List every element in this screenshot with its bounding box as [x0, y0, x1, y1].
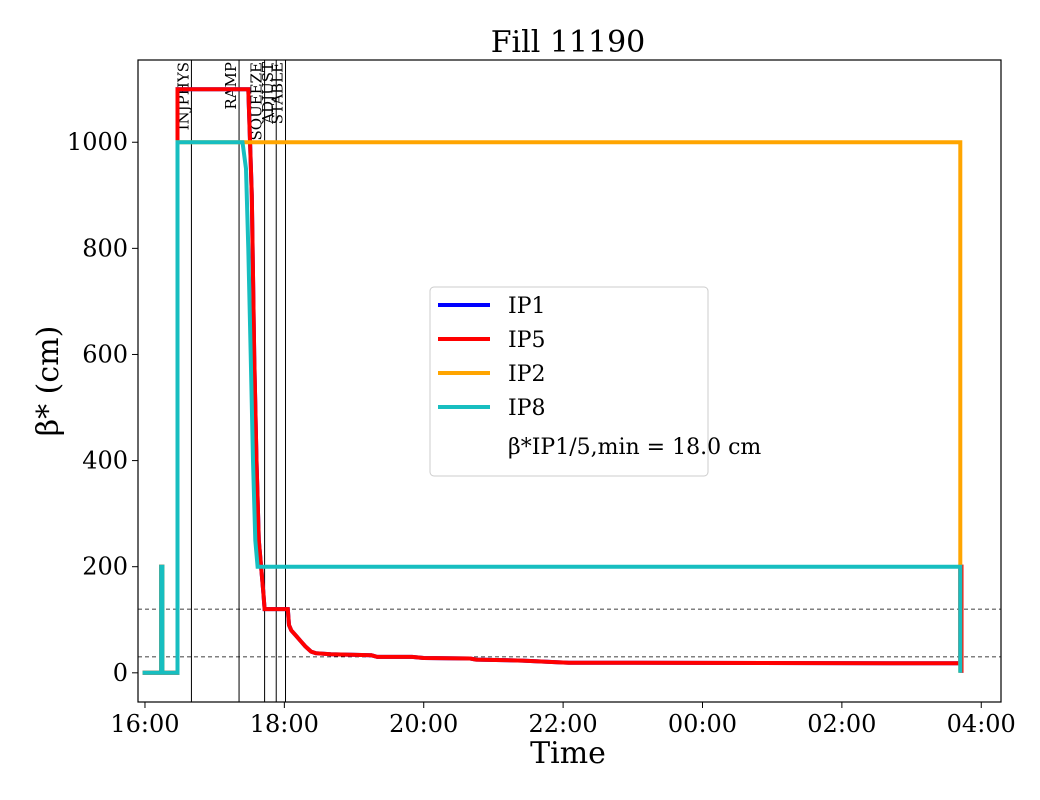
series-line-ip8: [142, 140, 963, 675]
beam-mode-label: RAMP: [222, 62, 240, 110]
y-tick-label: 400: [82, 447, 128, 475]
reference-lines: [138, 608, 1001, 658]
series-line-ip5: [142, 87, 964, 675]
y-tick-label: 0: [113, 659, 128, 687]
legend-label-ip5: IP5: [508, 328, 546, 353]
series-lines: [142, 87, 964, 675]
beam-mode-label: STABLE: [269, 62, 287, 124]
beam-mode-label: ADJUST: [259, 62, 277, 125]
x-tick-label: 04:00: [947, 710, 1016, 738]
legend-box: [429, 286, 709, 477]
beam-mode-label: SQUEEZE: [248, 62, 266, 141]
x-tick-label: 20:00: [389, 710, 458, 738]
y-tick-label: 200: [82, 553, 128, 581]
y-tick-label: 1000: [67, 128, 128, 156]
chart-title: Fill 11190: [491, 25, 646, 60]
x-tick-label: 16:00: [110, 710, 179, 738]
legend-label-ip8: IP8: [508, 396, 546, 421]
x-tick-label: 22:00: [529, 710, 598, 738]
x-tick-label: 18:00: [250, 710, 319, 738]
x-tick-label: 02:00: [807, 710, 876, 738]
x-axis-label: Time: [530, 736, 606, 771]
y-axis-label: β* (cm): [31, 326, 66, 437]
y-axis: 0 200 400 600 800 1000: [67, 128, 138, 687]
plot-frame: [137, 59, 1002, 703]
x-axis: 16:00 18:00 20:00 22:00 00:00 02:00 04:00: [110, 702, 1016, 738]
y-tick-label: 600: [82, 340, 128, 368]
legend-label-ip2: IP2: [508, 362, 546, 387]
y-tick-label: 800: [82, 234, 128, 262]
legend-note: β*IP1/5,min = 18.0 cm: [508, 435, 761, 460]
x-tick-label: 00:00: [668, 710, 737, 738]
legend: IP1 IP5 IP2 IP8 β*IP1/5,min = 18.0 cm: [429, 286, 761, 477]
legend-label-ip1: IP1: [508, 294, 546, 319]
